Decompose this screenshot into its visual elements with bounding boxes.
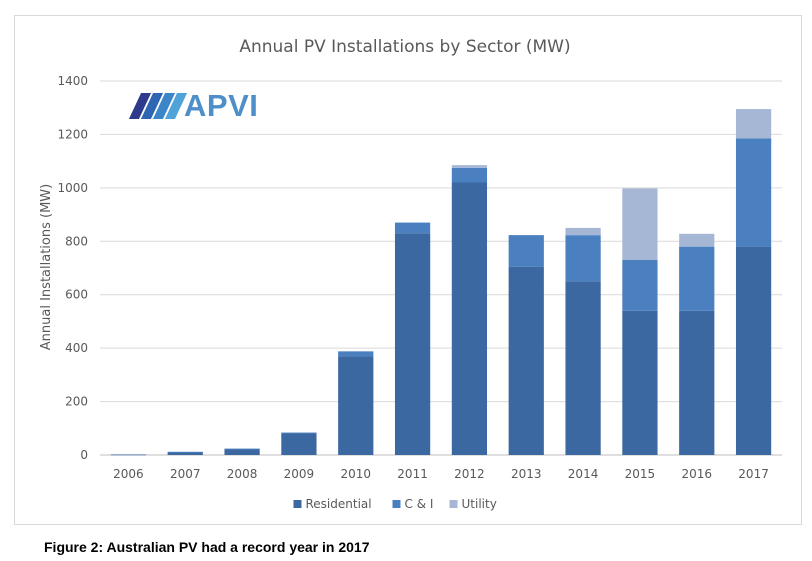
y-tick-label: 200: [65, 395, 88, 409]
x-tick-label: 2017: [738, 467, 769, 481]
bar-residential-2008: [224, 449, 260, 455]
x-tick-labels: 2006 2007 2008 2009 2010 2011 2012 2013 2014 2015…: [113, 467, 769, 481]
legend-swatch: [293, 500, 302, 508]
legend-swatch: [392, 500, 401, 508]
x-tick-label: 2013: [511, 467, 542, 481]
legend: Residential C & I Utility: [293, 497, 497, 511]
y-tick-label: 1000: [57, 181, 88, 195]
gridlines: [100, 80, 782, 456]
apvi-logo: APVI: [128, 88, 259, 124]
y-tick-label: 600: [65, 288, 88, 302]
apvi-logo-text: APVI: [184, 88, 259, 123]
bar-residential-2015: [622, 310, 658, 455]
chart-title: Annual PV Installations by Sector (MW): [239, 37, 570, 57]
legend-label: Utility: [462, 497, 497, 511]
x-tick-label: 2006: [113, 467, 144, 481]
bar-ci-2016: [679, 246, 715, 311]
bar-ci-2017: [735, 138, 772, 247]
y-tick-label: 400: [65, 341, 88, 355]
bar-residential-2016: [679, 310, 715, 455]
x-tick-label: 2012: [454, 467, 485, 481]
x-tick-label: 2014: [568, 467, 599, 481]
bar-ci-2010: [338, 351, 374, 357]
bar-residential-2012: [451, 182, 488, 455]
bar-ci-2011: [394, 222, 431, 234]
y-tick-label: 1200: [57, 127, 88, 141]
legend-label: Residential: [306, 497, 372, 511]
bar-utility-2012: [451, 165, 488, 168]
bar-residential-2007: [167, 452, 203, 455]
bar-residential-2011: [394, 233, 431, 455]
bar-ci-2008: [224, 448, 260, 450]
x-tick-label: 2010: [340, 467, 371, 481]
x-tick-label: 2007: [170, 467, 201, 481]
bar-ci-2015: [622, 259, 658, 311]
x-tick-label: 2016: [681, 467, 712, 481]
x-tick-label: 2015: [625, 467, 656, 481]
legend-label: C & I: [405, 497, 434, 511]
apvi-logo-mark-icon: [128, 93, 188, 119]
bar-ci-2009: [281, 432, 317, 434]
x-tick-label: 2011: [397, 467, 428, 481]
bar-residential-2010: [338, 356, 374, 455]
bar-utility-2014: [565, 227, 601, 236]
bar-residential-2017: [735, 246, 772, 455]
y-tick-labels: 0 200 400 600 800 1000 1200 1400: [57, 74, 88, 462]
y-tick-label: 1400: [57, 74, 88, 88]
bar-residential-2006: [110, 454, 147, 456]
bar-ci-2007: [167, 451, 203, 453]
y-tick-label: 800: [65, 234, 88, 248]
bar-residential-2014: [565, 281, 601, 455]
x-tick-label: 2008: [227, 467, 258, 481]
legend-swatch: [449, 500, 458, 508]
y-axis-label: Annual Installations (MW): [39, 184, 54, 350]
bar-residential-2013: [508, 266, 544, 455]
bar-ci-2014: [565, 235, 601, 282]
bar-ci-2013: [508, 235, 544, 267]
bar-utility-2016: [679, 233, 715, 247]
bar-utility-2015: [622, 188, 658, 260]
bar-ci-2012: [451, 167, 488, 183]
x-tick-label: 2009: [284, 467, 315, 481]
figure-caption: Figure 2: Australian PV had a record yea…: [44, 539, 370, 555]
bar-utility-2017: [735, 109, 772, 139]
bar-residential-2009: [281, 433, 317, 455]
bars: [110, 109, 772, 456]
y-tick-label: 0: [80, 448, 88, 462]
